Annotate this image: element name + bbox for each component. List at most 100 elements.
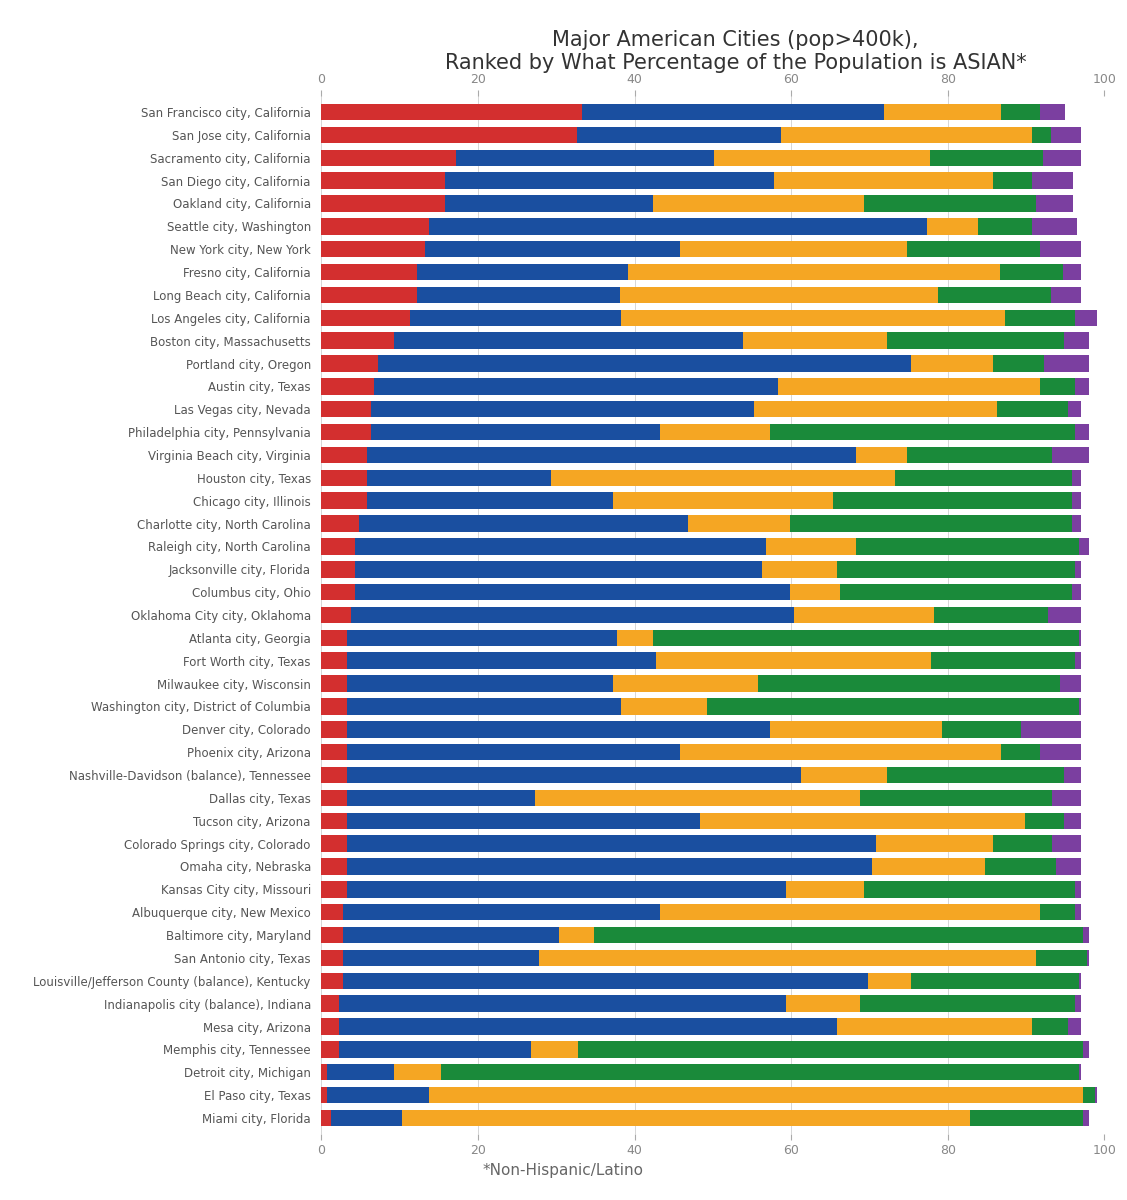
Bar <box>774 173 993 188</box>
Bar <box>321 1064 328 1080</box>
Bar <box>347 858 872 875</box>
Bar <box>328 1064 394 1080</box>
Bar <box>836 562 1075 577</box>
Bar <box>778 378 1040 395</box>
Bar <box>321 972 343 989</box>
Bar <box>321 835 347 852</box>
Bar <box>339 996 786 1012</box>
Bar <box>594 926 1083 943</box>
Bar <box>613 492 833 509</box>
Bar <box>347 721 770 738</box>
Bar <box>394 332 743 349</box>
Bar <box>790 584 841 600</box>
Bar <box>1075 562 1081 577</box>
Bar <box>1064 767 1081 784</box>
Bar <box>321 630 347 646</box>
Bar <box>321 562 355 577</box>
Bar <box>355 584 790 600</box>
Bar <box>321 310 410 326</box>
Bar <box>321 492 366 509</box>
Bar <box>1075 881 1081 898</box>
Bar <box>857 538 1080 554</box>
Bar <box>715 150 930 166</box>
Bar <box>578 1042 1083 1057</box>
Bar <box>1032 173 1073 188</box>
Bar <box>321 767 347 784</box>
Bar <box>1056 858 1081 875</box>
Bar <box>1075 904 1081 920</box>
Bar <box>355 538 766 554</box>
Bar <box>321 698 347 715</box>
Bar <box>1040 744 1081 761</box>
Bar <box>321 515 358 532</box>
Bar <box>1051 790 1081 806</box>
Bar <box>321 996 339 1012</box>
Bar <box>1021 721 1081 738</box>
Bar <box>456 150 715 166</box>
Bar <box>417 287 620 304</box>
Bar <box>343 926 559 943</box>
Bar <box>1072 469 1081 486</box>
Bar <box>1072 492 1081 509</box>
Bar <box>931 653 1075 668</box>
Bar <box>1067 1019 1081 1034</box>
Bar <box>653 630 1080 646</box>
Bar <box>347 744 680 761</box>
Bar <box>1001 264 1063 281</box>
Bar <box>864 881 1075 898</box>
Bar <box>786 996 860 1012</box>
Bar <box>1095 1087 1097 1103</box>
Bar <box>868 972 911 989</box>
Bar <box>1048 607 1081 623</box>
Bar <box>429 1087 1083 1103</box>
Bar <box>876 835 993 852</box>
Bar <box>379 355 911 372</box>
Bar <box>347 698 621 715</box>
Bar <box>1051 446 1089 463</box>
Bar <box>801 767 887 784</box>
Bar <box>1063 264 1081 281</box>
Bar <box>321 446 366 463</box>
Bar <box>1080 698 1081 715</box>
Bar <box>857 446 907 463</box>
Text: Ranked by What Percentage of the Population is ASIAN*: Ranked by What Percentage of the Populat… <box>444 53 1027 73</box>
Bar <box>618 630 653 646</box>
Bar <box>347 790 535 806</box>
Bar <box>347 653 656 668</box>
Bar <box>743 332 887 349</box>
Bar <box>969 1110 1083 1127</box>
Bar <box>993 173 1032 188</box>
Bar <box>355 562 762 577</box>
Bar <box>394 1064 441 1080</box>
Bar <box>321 1019 339 1034</box>
Bar <box>1075 378 1089 395</box>
Bar <box>758 676 1059 692</box>
Bar <box>621 310 1005 326</box>
Bar <box>347 630 618 646</box>
Bar <box>321 469 366 486</box>
Bar <box>1051 287 1081 304</box>
Bar <box>620 287 938 304</box>
Bar <box>997 401 1067 418</box>
Bar <box>766 538 857 554</box>
Bar <box>1083 1110 1089 1127</box>
Bar <box>884 103 1001 120</box>
Bar <box>1075 653 1081 668</box>
Bar <box>321 332 394 349</box>
Bar <box>402 1110 969 1127</box>
Bar <box>321 401 371 418</box>
Bar <box>977 218 1032 234</box>
Bar <box>321 1087 328 1103</box>
Bar <box>321 926 343 943</box>
Bar <box>347 881 786 898</box>
Bar <box>1044 355 1089 372</box>
Bar <box>1075 310 1097 326</box>
Bar <box>887 767 1064 784</box>
Bar <box>321 949 343 966</box>
Bar <box>410 310 621 326</box>
Bar <box>993 355 1044 372</box>
Bar <box>366 469 551 486</box>
Bar <box>793 607 934 623</box>
Bar <box>1051 835 1081 852</box>
Bar <box>371 424 660 440</box>
